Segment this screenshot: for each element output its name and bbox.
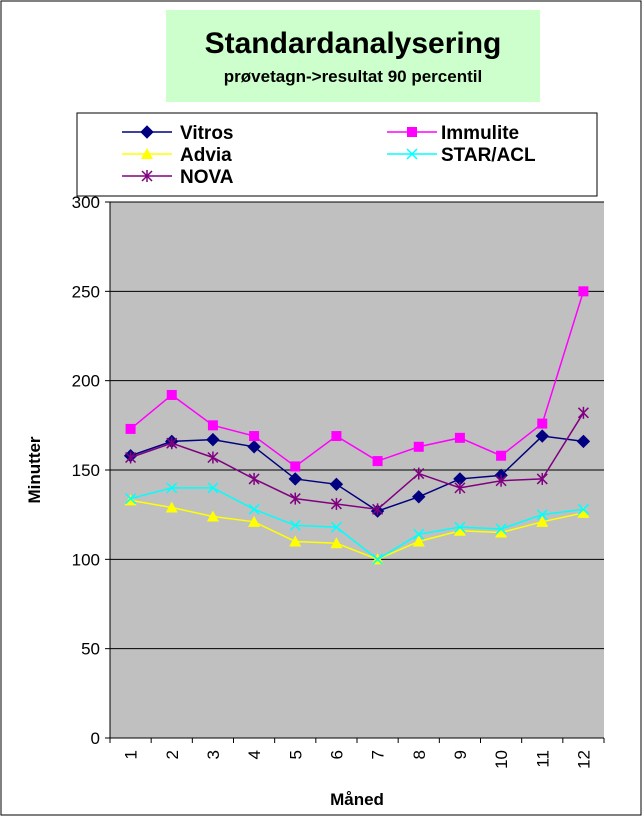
y-tick-label: 150 <box>72 461 100 480</box>
x-tick-label: 12 <box>574 750 593 769</box>
x-tick-label: 4 <box>245 750 264 759</box>
data-point-immulite <box>249 431 259 441</box>
data-point-immulite <box>537 419 547 429</box>
data-point-immulite <box>331 431 341 441</box>
chart-subtitle: prøvetagn->resultat 90 percentil <box>224 67 482 86</box>
legend-marker-immulite <box>407 127 417 137</box>
data-point-immulite <box>126 424 136 434</box>
x-tick-label: 6 <box>327 750 346 759</box>
x-tick-label: 5 <box>286 750 305 759</box>
legend-label-advia: Advia <box>180 145 232 166</box>
data-point-immulite <box>167 390 177 400</box>
y-tick-label: 0 <box>91 729 100 748</box>
y-tick-label: 50 <box>81 640 100 659</box>
y-tick-label: 250 <box>72 282 100 301</box>
data-point-immulite <box>578 286 588 296</box>
x-tick-label: 8 <box>410 750 429 759</box>
x-tick-label: 2 <box>163 750 182 759</box>
legend-label-vitros: Vitros <box>180 123 234 144</box>
legend-label-nova: NOVA <box>180 167 234 188</box>
legend-label-star-acl: STAR/ACL <box>441 145 536 166</box>
y-axis-label: Minutter <box>25 436 44 503</box>
x-tick-label: 1 <box>122 750 141 759</box>
legend: Vitros Immulite Advia STAR/ACL NOVA <box>77 113 597 196</box>
data-point-immulite <box>290 461 300 471</box>
y-tick-label: 100 <box>72 550 100 569</box>
data-point-immulite <box>208 420 218 430</box>
x-tick-label: 7 <box>369 750 388 759</box>
data-point-immulite <box>414 442 424 452</box>
legend-label-immulite: Immulite <box>441 123 519 144</box>
data-point-immulite <box>496 451 506 461</box>
x-tick-label: 9 <box>451 750 470 759</box>
data-point-immulite <box>455 433 465 443</box>
x-tick-label: 3 <box>204 750 223 759</box>
x-tick-label: 10 <box>492 750 511 769</box>
x-axis-label: Måned <box>330 790 384 809</box>
y-tick-label: 200 <box>72 372 100 391</box>
data-point-immulite <box>373 456 383 466</box>
chart-title: Standardanalysering <box>205 27 502 60</box>
x-tick-label: 11 <box>533 750 552 768</box>
